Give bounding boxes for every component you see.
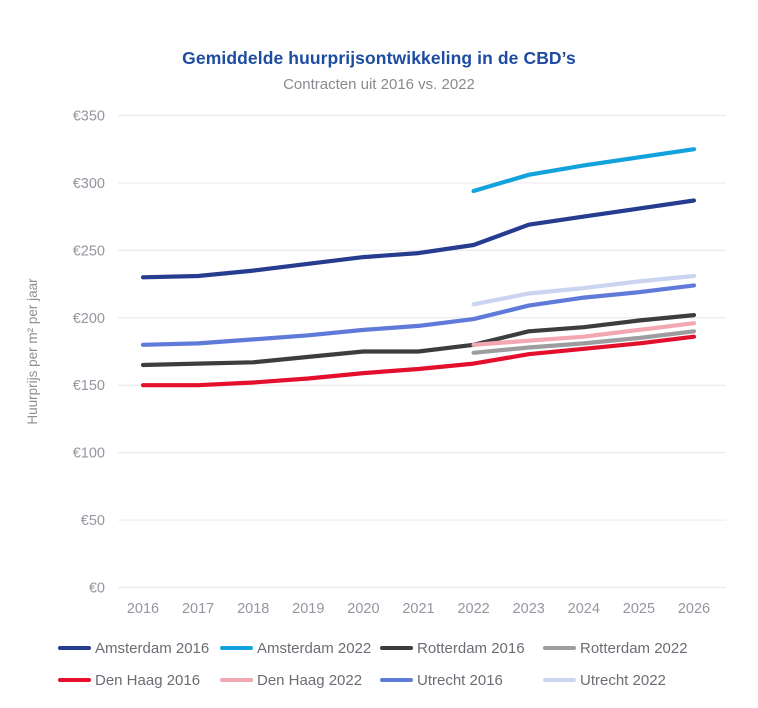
- line-amsterdam-2016: [140, 198, 697, 280]
- legend-swatch-rotterdam-2022: [543, 645, 576, 651]
- y-tick-label: €0: [89, 581, 105, 597]
- x-tick-label: 2025: [623, 601, 655, 617]
- legend-label: Rotterdam 2016: [417, 639, 525, 657]
- chart-title: Gemiddelde huurprijsontwikkeling in de C…: [182, 48, 576, 68]
- y-tick-label: €150: [73, 378, 105, 394]
- legend-label: Den Haag 2022: [257, 671, 363, 689]
- legend-item-den-haag-2022: Den Haag 2022: [220, 671, 380, 689]
- legend-label: Rotterdam 2022: [580, 639, 688, 657]
- x-tick-label: 2022: [457, 601, 489, 617]
- line-utrecht-2016: [140, 283, 697, 347]
- legend-label: Amsterdam 2016: [95, 639, 210, 657]
- legend-item-rotterdam-2022: Rotterdam 2022: [543, 639, 718, 657]
- legend-label: Utrecht 2016: [417, 671, 503, 689]
- legend-item-amsterdam-2022: Amsterdam 2022: [220, 639, 380, 657]
- x-tick-label: 2016: [127, 601, 159, 617]
- legend-item-utrecht-2016: Utrecht 2016: [380, 671, 543, 689]
- y-tick-label: €350: [73, 109, 105, 125]
- x-tick-label: 2020: [347, 601, 379, 617]
- line-den-haag-2016: [140, 334, 697, 388]
- legend-swatch-utrecht-2022: [543, 677, 576, 683]
- y-axis-title: Huurprijs per m² per jaar: [25, 278, 40, 425]
- legend-item-rotterdam-2016: Rotterdam 2016: [380, 639, 543, 657]
- x-tick-label: 2017: [182, 601, 214, 617]
- legend-swatch-amsterdam-2022: [220, 645, 253, 651]
- y-tick-label: €100: [73, 446, 105, 462]
- line-den-haag-2022: [471, 321, 697, 347]
- chart-subtitle: Contracten uit 2016 vs. 2022: [283, 76, 475, 93]
- y-tick-label: €250: [73, 243, 105, 259]
- legend-label: Amsterdam 2022: [257, 639, 372, 657]
- line-rotterdam-2016: [140, 313, 697, 368]
- line-rotterdam-2022: [471, 329, 697, 355]
- legend-label: Den Haag 2016: [95, 671, 201, 689]
- line-amsterdam-2022: [471, 147, 697, 194]
- y-tick-label: €50: [81, 513, 105, 529]
- x-tick-label: 2024: [568, 601, 600, 617]
- x-tick-label: 2019: [292, 601, 324, 617]
- x-tick-label: 2021: [402, 601, 434, 617]
- chart-legend: Amsterdam 2016 Amsterdam 2022 Rotterdam 20…: [58, 639, 718, 689]
- x-tick-label: 2026: [678, 601, 710, 617]
- legend-swatch-den-haag-2022: [220, 677, 253, 683]
- y-tick-label: €200: [73, 311, 105, 327]
- legend-swatch-den-haag-2016: [58, 677, 91, 683]
- legend-swatch-amsterdam-2016: [58, 645, 91, 651]
- legend-item-amsterdam-2016: Amsterdam 2016: [58, 639, 220, 657]
- legend-item-utrecht-2022: Utrecht 2022: [543, 671, 718, 689]
- line-utrecht-2022: [471, 273, 697, 307]
- legend-swatch-utrecht-2016: [380, 677, 413, 683]
- x-tick-label: 2023: [513, 601, 545, 617]
- y-tick-label: €300: [73, 176, 105, 192]
- x-tick-label: 2018: [237, 601, 269, 617]
- legend-item-den-haag-2016: Den Haag 2016: [58, 671, 220, 689]
- legend-label: Utrecht 2022: [580, 671, 666, 689]
- legend-swatch-rotterdam-2016: [380, 645, 413, 651]
